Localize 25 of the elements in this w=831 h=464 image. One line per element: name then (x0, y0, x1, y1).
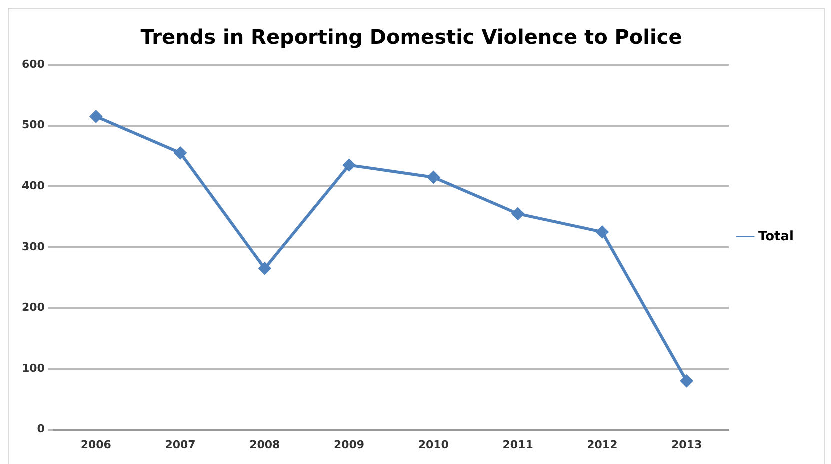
x-tick-label: 2008 (250, 438, 280, 452)
y-tick-label: 500 (22, 118, 46, 132)
x-tick-label: 2010 (418, 438, 450, 452)
x-tick-label: 2006 (80, 438, 112, 452)
x-tick-label: 2013 (671, 438, 702, 452)
point (596, 226, 609, 239)
point (174, 146, 188, 160)
legend-label: Total (758, 229, 794, 244)
point (512, 207, 525, 220)
x-tick-label: 2007 (165, 438, 196, 452)
x-tick-label: 2011 (502, 438, 534, 452)
y-tick-label: 300 (22, 240, 46, 254)
y-tick-label: 0 (37, 422, 46, 436)
point (427, 170, 440, 184)
point (90, 110, 103, 124)
chart-title: Trends in Reporting Domestic Violence to Police (140, 25, 682, 50)
y-tick-label: 100 (22, 362, 46, 375)
y-tick-label: 200 (22, 301, 46, 314)
x-tick-label: 2012 (587, 438, 618, 452)
x-tick-label: 2009 (334, 438, 365, 452)
y-tick-label: 400 (22, 179, 46, 192)
point (342, 158, 356, 172)
y-tick-label: 600 (22, 58, 46, 71)
point (680, 374, 694, 388)
point (258, 262, 272, 276)
